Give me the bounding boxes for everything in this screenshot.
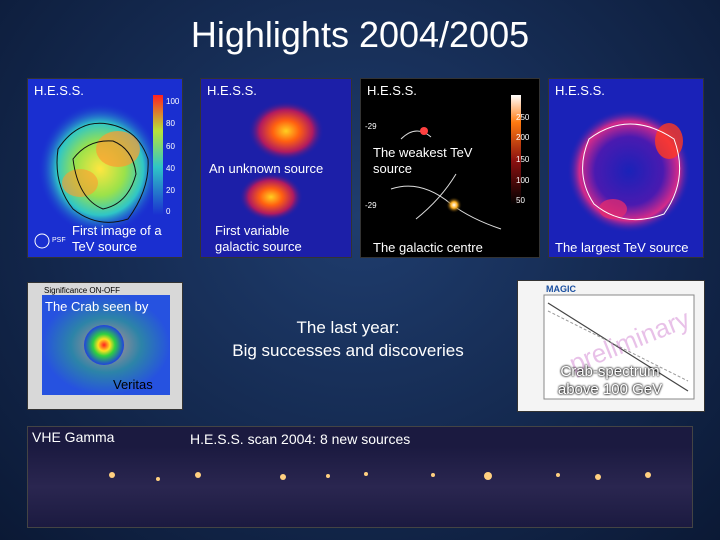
panel-caption: The galactic centre xyxy=(373,240,483,255)
caption-line: First variable xyxy=(215,223,290,238)
hess-label: H.E.S.S. xyxy=(34,83,84,98)
caption-line: The weakest TeV xyxy=(373,145,473,160)
colorbar-tick: 40 xyxy=(166,164,175,173)
colorbar-tick: 100 xyxy=(516,176,530,185)
center-statement: The last year: Big successes and discove… xyxy=(180,316,516,362)
strip-label: VHE Gamma xyxy=(32,429,115,445)
hess-label: H.E.S.S. xyxy=(555,83,605,98)
caption-line: galactic source xyxy=(215,239,302,254)
caption-line: source xyxy=(373,161,413,176)
statement-line: Big successes and discoveries xyxy=(232,341,464,360)
hess-label: H.E.S.S. xyxy=(367,83,417,98)
caption-line: Crab-spectrum xyxy=(560,363,660,380)
colorbar-tick: 20 xyxy=(166,186,175,195)
panel-galactic-centre: H.E.S.S. 250 200 150 100 50 -29 -29 The … xyxy=(360,78,540,258)
panel-crab-veritas: Significance ON-OFF The Crab seen by Ver… xyxy=(27,282,183,410)
panel-caption-top: An unknown source xyxy=(209,161,324,176)
panel-caption: First variable galactic source xyxy=(215,223,302,255)
colorbar-tick: 80 xyxy=(166,119,175,128)
panel-caption: First image of a TeV source xyxy=(72,223,162,255)
largest-source-heatmap xyxy=(567,109,691,233)
colorbar-tick: 0 xyxy=(166,207,171,216)
hess-label: H.E.S.S. xyxy=(207,83,257,98)
panel-caption: Veritas xyxy=(113,377,153,392)
panel-caption: The largest TeV source xyxy=(555,240,689,255)
caption-line: TeV source xyxy=(72,239,138,254)
panel-caption: Crab-spectrum above 100 GeV xyxy=(550,363,670,399)
colorbar-tick: 200 xyxy=(516,133,530,142)
panel-snr-image: H.E.S.S. 100 80 60 40 20 0 PSF First ima… xyxy=(27,78,183,258)
strip-caption: H.E.S.S. scan 2004: 8 new sources xyxy=(190,431,411,447)
variable-source-heatmap xyxy=(239,101,324,221)
caption-line: above 100 GeV xyxy=(557,381,663,398)
psf-label: PSF xyxy=(52,237,66,244)
panel-caption-top: The weakest TeV source xyxy=(373,145,472,177)
snr-heatmap xyxy=(34,95,163,249)
colorbar-tick: 250 xyxy=(516,113,530,122)
statement-line: The last year: xyxy=(296,318,400,337)
map-header: Significance ON-OFF xyxy=(44,286,121,295)
panel-caption-top: The Crab seen by xyxy=(45,299,149,314)
magic-logo: MAGIC xyxy=(546,284,576,294)
colorbar-tick: 150 xyxy=(516,155,530,164)
colorbar-tick: 60 xyxy=(166,142,175,151)
scan-map xyxy=(28,447,692,527)
crab-spectrum-plot xyxy=(543,294,695,400)
panel-largest-source: H.E.S.S. The largest TeV source xyxy=(548,78,704,258)
slide-title: Highlights 2004/2005 xyxy=(190,14,530,55)
panel-magic-spectrum: MAGIC preliminary Crab-spectrum above 10… xyxy=(517,280,705,412)
ytick-label: -29 xyxy=(365,122,377,131)
ytick-label: -29 xyxy=(365,201,377,210)
colorbar-tick: 50 xyxy=(516,196,525,205)
galactic-centre-map xyxy=(390,95,521,230)
colorbar-tick: 100 xyxy=(166,97,180,106)
galactic-plane-scan: VHE Gamma H.E.S.S. scan 2004: 8 new sour… xyxy=(27,426,693,528)
caption-line: First image of a xyxy=(72,223,162,238)
panel-variable-source: H.E.S.S. An unknown source First variabl… xyxy=(200,78,352,258)
crab-significance-map xyxy=(42,295,170,395)
